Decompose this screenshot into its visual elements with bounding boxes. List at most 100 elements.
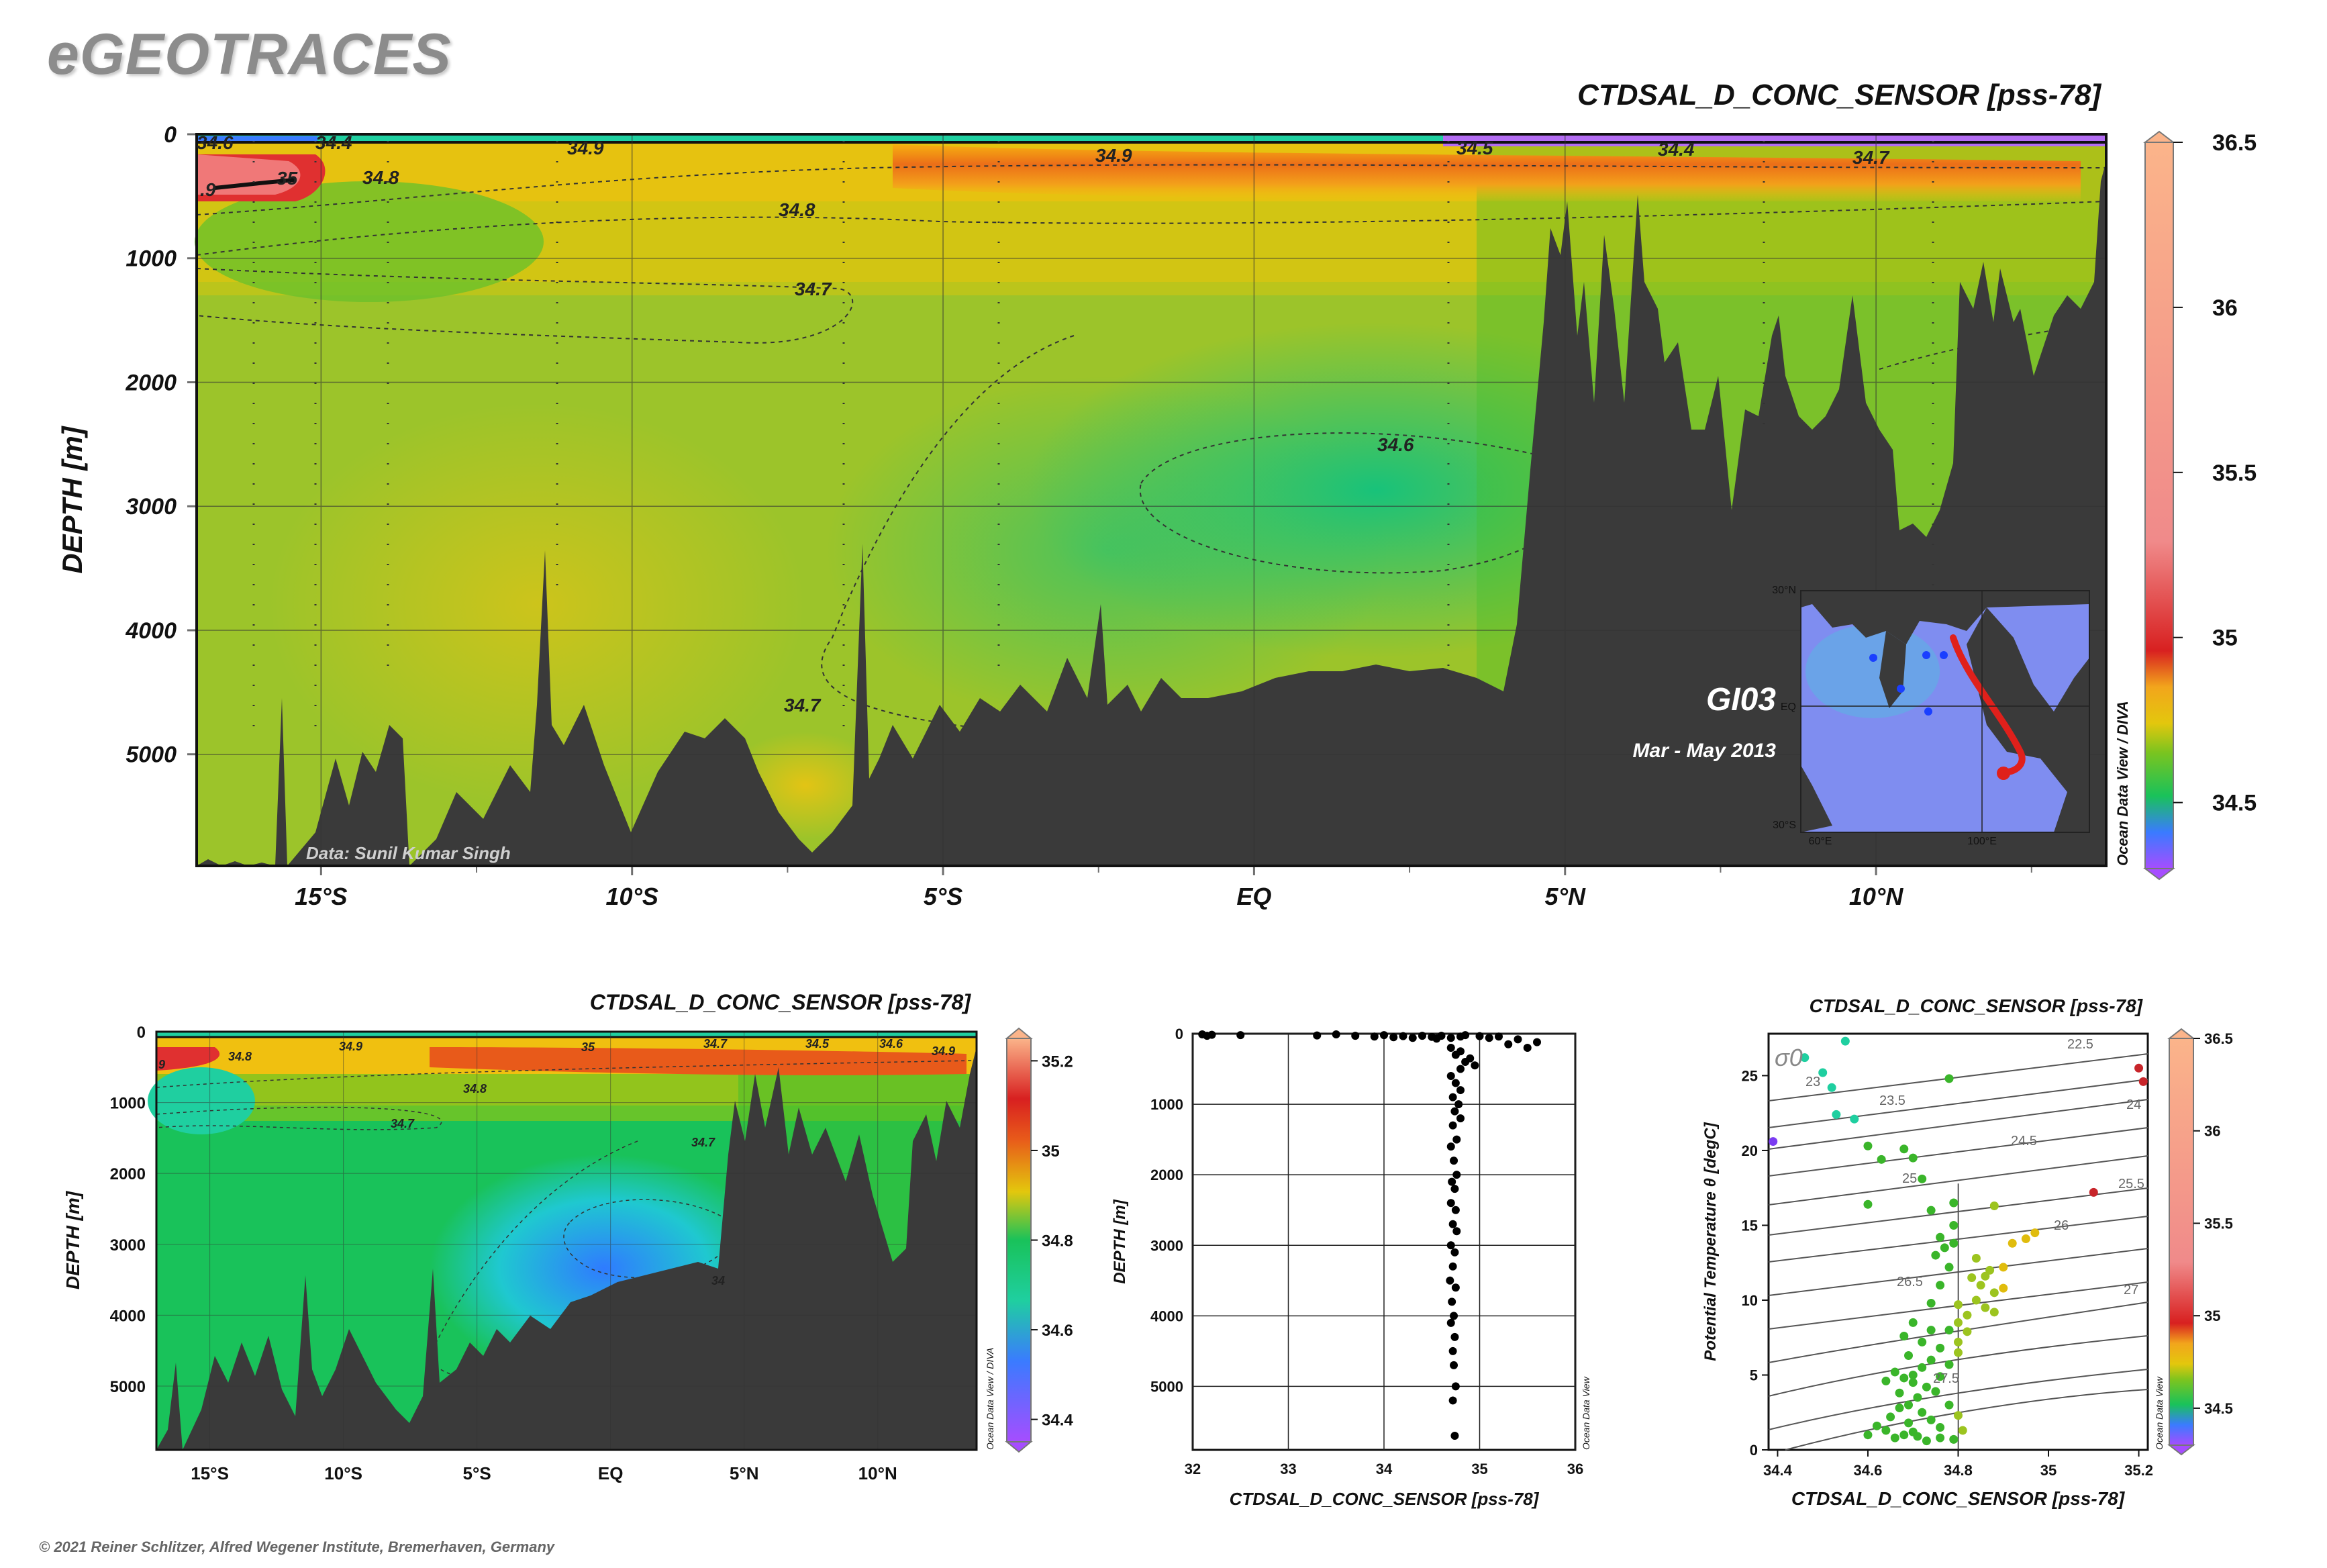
ts-data-point — [2021, 1234, 2030, 1244]
small-x-tick-label: EQ — [598, 1463, 624, 1483]
profile-data-point — [1380, 1031, 1388, 1040]
ts-data-point — [1899, 1373, 1909, 1383]
odv-watermark: Ocean Data View / DIVA — [985, 1348, 995, 1450]
small-colorbar — [1005, 1027, 1033, 1453]
ts-data-point — [1981, 1303, 1990, 1312]
small-x-tick-label: 5°S — [463, 1463, 491, 1483]
ts-data-point — [1899, 1430, 1909, 1440]
contour-label: 34.4 — [315, 132, 352, 153]
ts-data-point — [1899, 1332, 1909, 1341]
ts-data-point — [1918, 1408, 1927, 1417]
profile-data-point — [1370, 1032, 1379, 1041]
profile-data-point — [1448, 1396, 1457, 1405]
main-colorbar — [2143, 130, 2175, 881]
ts-y-tick-label: 25 — [1742, 1067, 1758, 1084]
profile-data-point — [1485, 1034, 1493, 1042]
profile-y-tick-label: 2000 — [1150, 1167, 1183, 1183]
main-bathymetry — [197, 161, 2106, 866]
isopycnal-label: 25.5 — [2118, 1177, 2144, 1191]
contour-label: 34.8 — [362, 167, 399, 188]
ts-colorbar-tick-label: 35.5 — [2204, 1215, 2233, 1232]
ts-data-point — [2134, 1063, 2144, 1073]
profile-data-point — [1448, 1297, 1456, 1306]
inset-lat-tick: 30°N — [1772, 585, 1796, 596]
profile-data-point — [1451, 1206, 1460, 1214]
contour-label: 34 — [711, 1274, 725, 1287]
profile-data-point — [1461, 1031, 1470, 1040]
ts-data-point — [1936, 1433, 1945, 1442]
isopycnal-label: 22.5 — [2067, 1037, 2093, 1052]
ts-data-point — [1895, 1388, 1904, 1398]
profile-data-point — [1504, 1040, 1513, 1048]
ts-data-point — [1922, 1382, 1931, 1391]
ts-data-point — [1918, 1363, 1927, 1372]
profile-x-tick-label: 32 — [1185, 1461, 1201, 1477]
profile-data-point — [1408, 1034, 1417, 1042]
profile-x-axis-label: CTDSAL_D_CONC_SENSOR [pss-78] — [1230, 1489, 1540, 1509]
ts-data-point — [1863, 1199, 1873, 1209]
profile-data-point — [1399, 1032, 1407, 1040]
profile-x-tick-label: 36 — [1567, 1461, 1583, 1477]
ts-data-point — [1818, 1068, 1828, 1077]
profile-data-point — [1450, 1185, 1459, 1193]
profile-data-point — [1448, 1220, 1457, 1228]
profile-data-point — [1450, 1157, 1458, 1165]
ts-data-point — [1926, 1326, 1936, 1335]
profile-y-tick-label: 5000 — [1150, 1378, 1183, 1395]
profile-data-point — [1450, 1107, 1459, 1116]
ts-data-point — [1890, 1433, 1899, 1442]
profile-data-point — [1198, 1030, 1207, 1039]
ts-data-point — [1963, 1327, 1972, 1336]
inset-lon-tick: 100°E — [1967, 836, 1997, 847]
main-x-tick-label: 10°N — [1849, 883, 1903, 910]
sigma-label: σ0 — [1775, 1044, 1803, 1071]
main-colorbar-tick-label: 35 — [2212, 626, 2238, 651]
main-y-tick-label: 5000 — [126, 742, 177, 768]
ts-data-point — [1890, 1367, 1899, 1377]
profile-data-point — [1452, 1171, 1461, 1179]
profile-data-point — [1452, 1135, 1461, 1144]
ts-chart-title: CTDSAL_D_CONC_SENSOR [pss-78] — [1810, 995, 2144, 1016]
ts-data-point — [1926, 1415, 1936, 1424]
small-y-tick-label: 1000 — [110, 1095, 146, 1113]
profile-data-point — [1456, 1114, 1465, 1123]
contour-label: 34.5 — [805, 1037, 830, 1050]
ts-data-point — [1922, 1436, 1931, 1446]
profile-data-point — [1332, 1030, 1340, 1039]
odv-watermark: Ocean Data View / DIVA — [2114, 701, 2131, 866]
ts-data-point — [1954, 1411, 1963, 1420]
contour-label: 34.8 — [463, 1082, 487, 1095]
ts-data-point — [1949, 1220, 1959, 1230]
small-y-tick-label: 4000 — [110, 1307, 146, 1325]
ts-x-axis-label: CTDSAL_D_CONC_SENSOR [pss-78] — [1791, 1488, 2126, 1509]
ts-x-tick-label: 34.8 — [1944, 1462, 1973, 1479]
isopycnal-label: 24 — [2126, 1097, 2141, 1112]
contour-label: 34.7 — [795, 279, 832, 299]
isopycnal-label: 24.5 — [2011, 1134, 2037, 1148]
main-colorbar-tick-label: 35.5 — [2212, 460, 2257, 486]
inset-lat-tick: 30°S — [1773, 820, 1796, 831]
profile-data-point — [1418, 1032, 1426, 1040]
profile-data-point — [1203, 1032, 1211, 1040]
profile-data-point — [1450, 1312, 1458, 1320]
ts-data-point — [1908, 1370, 1918, 1379]
ts-data-point — [1881, 1426, 1891, 1435]
ts-data-point — [1940, 1243, 1949, 1253]
ts-data-point — [1989, 1288, 1999, 1297]
ts-data-point — [1976, 1281, 1985, 1290]
main-colorbar-tick-label: 36 — [2212, 295, 2238, 321]
ts-data-point — [1971, 1254, 1981, 1263]
ts-data-point — [1936, 1423, 1945, 1432]
main-colorbar-tick-label: 36.5 — [2212, 130, 2257, 156]
ts-data-point — [1931, 1251, 1940, 1260]
ts-data-point — [1954, 1348, 1963, 1357]
data-credit: Data: Sunil Kumar Singh — [306, 843, 511, 863]
contour-label: 34.6 — [1377, 434, 1414, 455]
profile-data-point — [1389, 1033, 1398, 1042]
contour-label: 34.9 — [932, 1044, 955, 1058]
ts-data-point — [1949, 1198, 1959, 1208]
odv-watermark: Ocean Data View — [1581, 1376, 1591, 1450]
ts-data-point — [1886, 1412, 1895, 1422]
small-chart-title: CTDSAL_D_CONC_SENSOR [pss-78] — [590, 990, 972, 1014]
contour-label: 34.6 — [197, 132, 234, 153]
